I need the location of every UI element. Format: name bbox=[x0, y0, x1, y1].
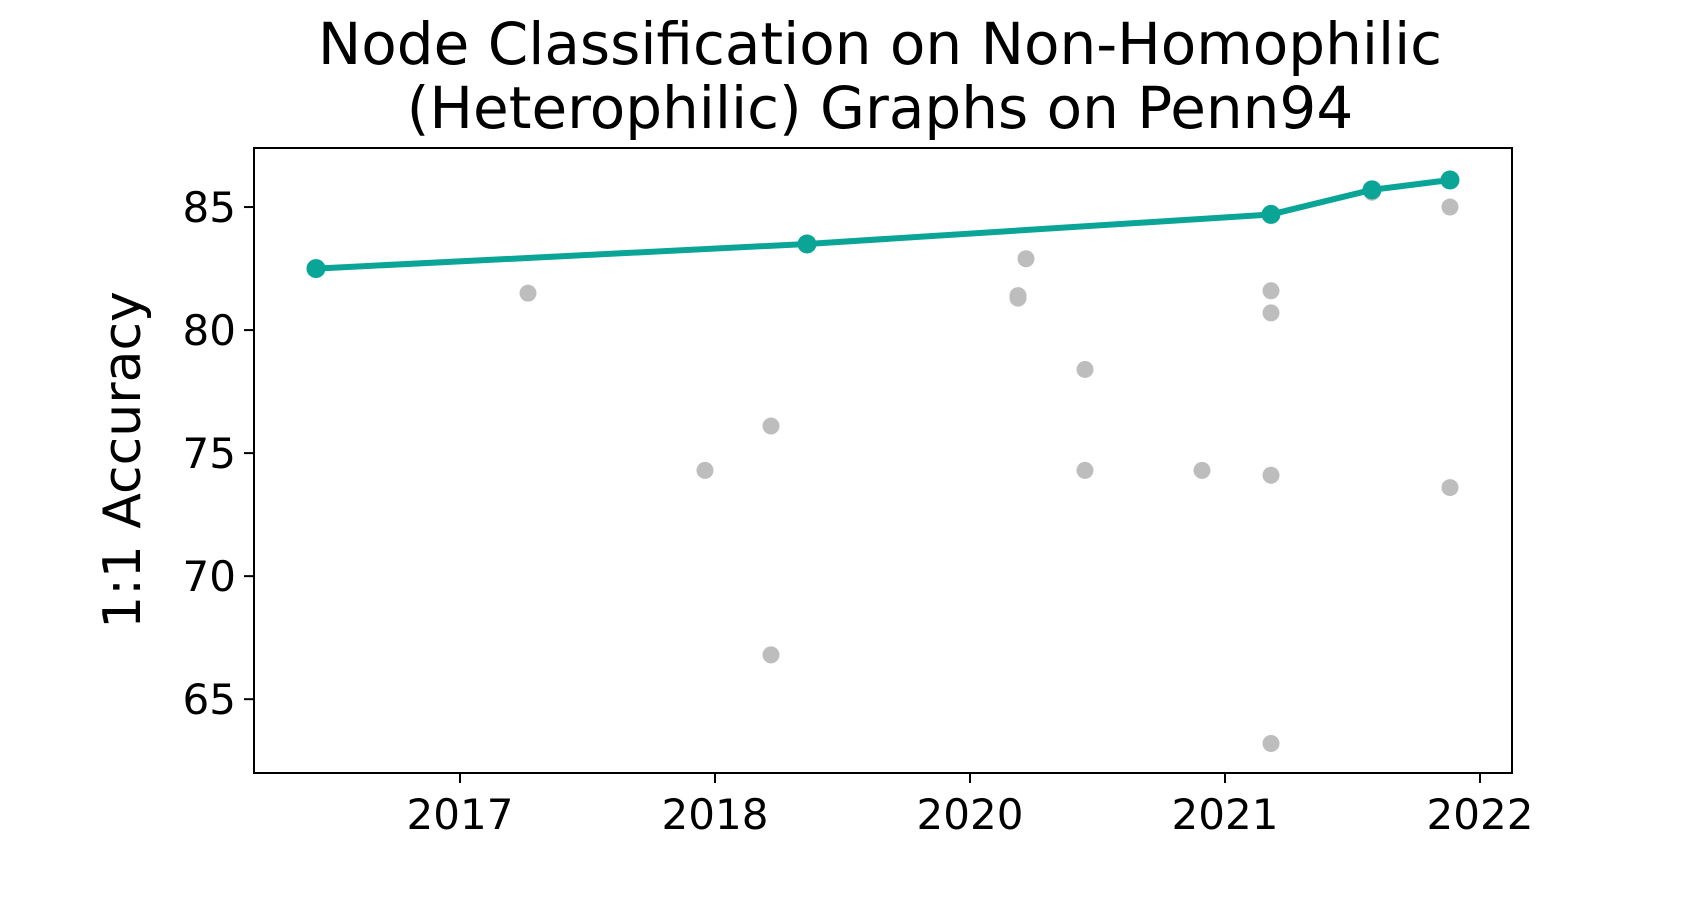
chart-title: Node Classification on Non-Homophilic (H… bbox=[318, 10, 1442, 142]
scatter-point bbox=[1262, 304, 1280, 322]
x-axis: 2017 2018 2020 2021 2022 bbox=[407, 773, 1534, 839]
x-tick-label: 2020 bbox=[917, 790, 1024, 839]
scatter-point bbox=[762, 646, 780, 664]
plot-area bbox=[306, 170, 1460, 752]
scatter-point bbox=[1076, 360, 1094, 378]
y-tick-label: 75 bbox=[183, 429, 236, 478]
frontier-point bbox=[306, 259, 326, 279]
chart-title-line-2: (Heterophilic) Graphs on Penn94 bbox=[407, 74, 1353, 142]
scatter-point bbox=[1262, 466, 1280, 484]
y-tick-label: 65 bbox=[183, 675, 236, 724]
x-tick-label: 2021 bbox=[1172, 790, 1279, 839]
frontier-point bbox=[1261, 204, 1281, 224]
scatter-point bbox=[1441, 479, 1459, 497]
scatter-point bbox=[519, 284, 537, 302]
frontier-point bbox=[1362, 180, 1382, 200]
y-tick-label: 85 bbox=[183, 183, 236, 232]
y-axis-label: 1:1 Accuracy bbox=[93, 291, 153, 629]
y-tick-label: 80 bbox=[183, 306, 236, 355]
scatter-point bbox=[1076, 461, 1094, 479]
scatter-point bbox=[696, 461, 714, 479]
scatter-point bbox=[1441, 198, 1459, 216]
scatter-point bbox=[1193, 461, 1211, 479]
x-tick-label: 2017 bbox=[407, 790, 514, 839]
scatter-point bbox=[1017, 250, 1035, 268]
axes-frame bbox=[253, 147, 1513, 774]
frontier-line bbox=[313, 176, 1453, 272]
scatter-point bbox=[1262, 282, 1280, 300]
scatter-point bbox=[1262, 734, 1280, 752]
scatter-point bbox=[762, 417, 780, 435]
chart-title-line-1: Node Classification on Non-Homophilic bbox=[318, 10, 1442, 78]
x-tick-label: 2022 bbox=[1427, 790, 1534, 839]
y-axis: 65 70 75 80 85 bbox=[183, 183, 254, 724]
frontier-point bbox=[1440, 170, 1460, 190]
y-tick-label: 70 bbox=[183, 552, 236, 601]
x-tick-label: 2018 bbox=[662, 790, 769, 839]
frontier-point bbox=[797, 234, 817, 254]
scatter-point bbox=[1009, 289, 1027, 307]
